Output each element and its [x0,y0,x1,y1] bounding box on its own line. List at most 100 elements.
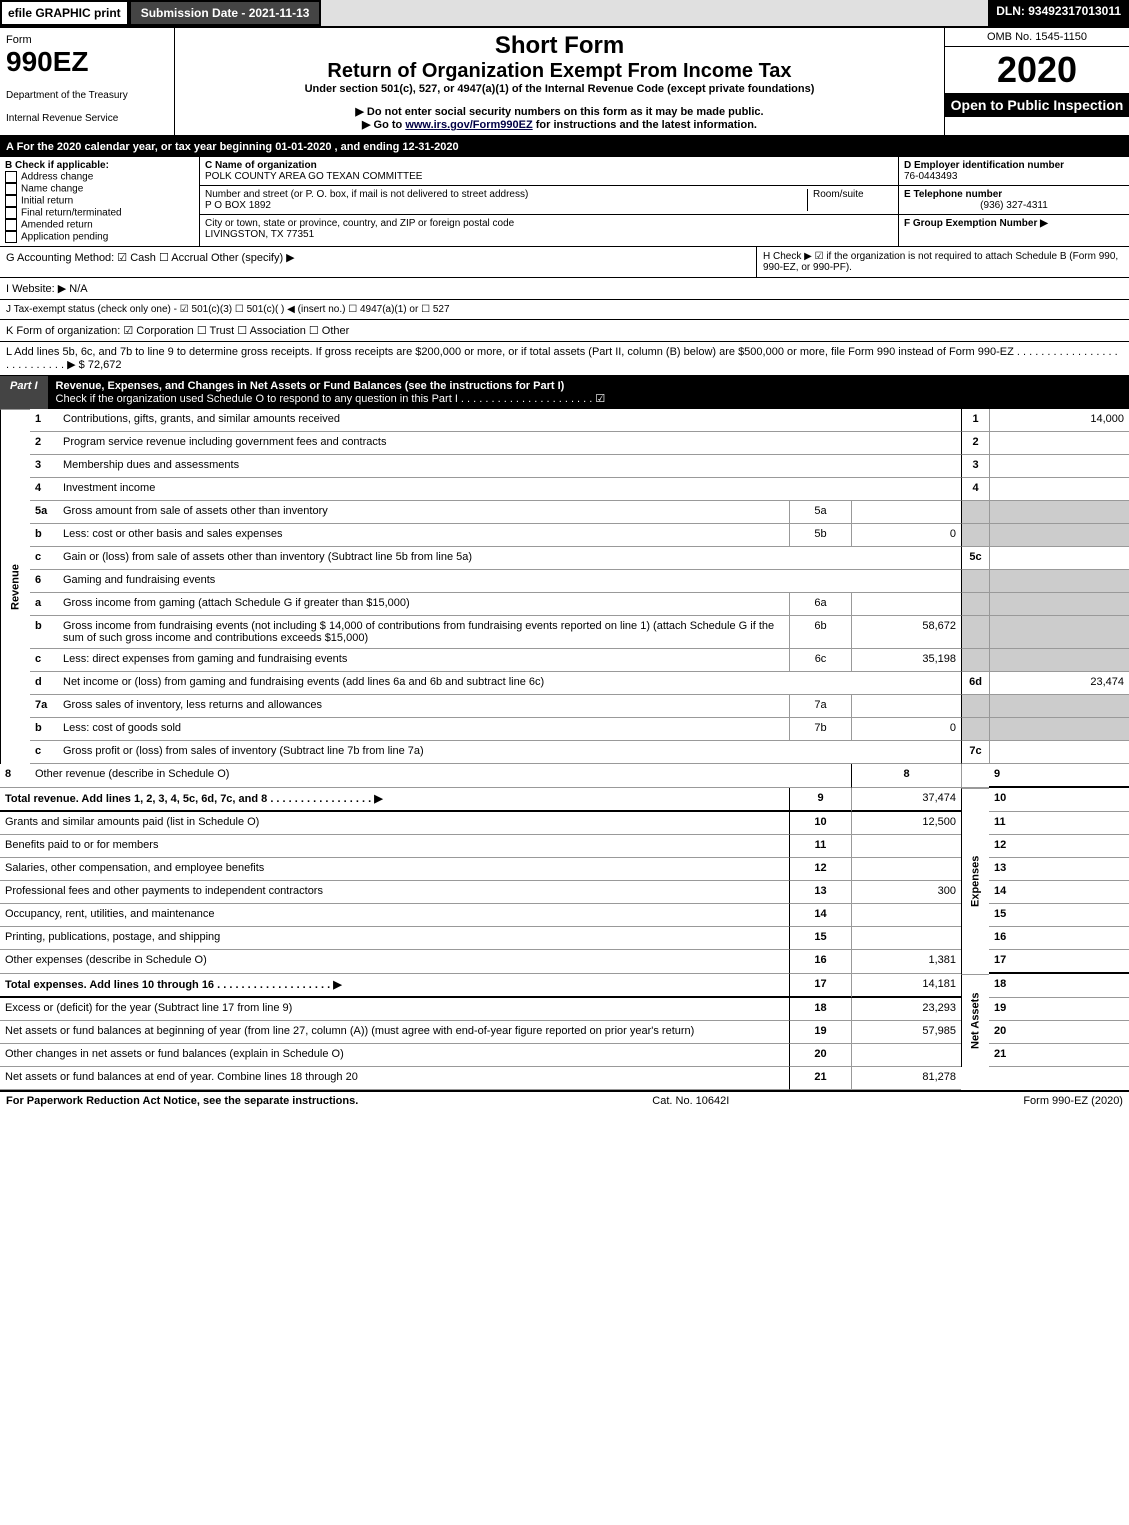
ln6a-num: a [30,593,58,616]
ln16-desc: Other expenses (describe in Schedule O) [0,950,789,974]
ln7c-desc: Gross profit or (loss) from sales of inv… [58,741,961,764]
org-name: POLK COUNTY AREA GO TEXAN COMMITTEE [205,171,893,182]
ln7b-minival: 0 [851,718,961,741]
row-g-accounting: G Accounting Method: ☑ Cash ☐ Accrual Ot… [0,247,756,277]
side-label-expenses: Expenses [961,788,989,974]
cb-amended-return[interactable] [5,219,17,231]
side-label-netassets: Net Assets [961,974,989,1067]
ln12-num: 12 [989,835,1129,858]
topbar: efile GRAPHIC print Submission Date - 20… [0,0,1129,28]
ln5c-num: c [30,547,58,570]
efile-print-button[interactable]: efile GRAPHIC print [0,0,129,26]
ln15-val [851,927,961,950]
ln5b-desc: Less: cost or other basis and sales expe… [58,524,789,547]
title-short-form: Short Form [183,32,936,60]
ln14-val [851,904,961,927]
ln21-val: 81,278 [851,1067,961,1090]
ln10-desc: Grants and similar amounts paid (list in… [0,812,789,835]
box-b-label: B Check if applicable: [5,160,194,171]
cb-initial-return[interactable] [5,195,17,207]
ln20-num: 20 [989,1021,1129,1044]
ln7a-miniref: 7a [789,695,851,718]
ln5c-val [989,547,1129,570]
ln18-num: 18 [989,974,1129,998]
cb-name-change[interactable] [5,183,17,195]
form-number: 990EZ [6,46,168,78]
ln12-val [851,858,961,881]
ln17-desc: Total expenses. Add lines 10 through 16 … [0,974,789,998]
omb-number: OMB No. 1545-1150 [945,28,1129,47]
ln18-desc: Excess or (deficit) for the year (Subtra… [0,998,789,1021]
ln1-desc: Contributions, gifts, grants, and simila… [58,409,961,432]
submission-date-button[interactable]: Submission Date - 2021-11-13 [129,0,322,26]
telephone-label: E Telephone number [904,189,1124,200]
ln7c-num: c [30,741,58,764]
street-value: P O BOX 1892 [205,200,807,211]
ln17-val: 14,181 [851,974,961,998]
ln6a-miniref: 6a [789,593,851,616]
ln6-desc: Gaming and fundraising events [58,570,961,593]
org-info-section: B Check if applicable: Address change Na… [0,157,1129,247]
ln6b-desc: Gross income from fundraising events (no… [58,616,789,649]
ln9-ref: 9 [789,788,851,812]
ln6b-num: b [30,616,58,649]
ln16-val: 1,381 [851,950,961,974]
side-label-revenue: Revenue [0,409,30,764]
ln15-ref: 15 [789,927,851,950]
ln9-desc: Total revenue. Add lines 1, 2, 3, 4, 5c,… [0,788,789,812]
ln8-desc: Other revenue (describe in Schedule O) [30,764,851,788]
ln5c-ref: 5c [961,547,989,570]
ln7b-desc: Less: cost of goods sold [58,718,789,741]
ln19-num: 19 [989,998,1129,1021]
ln11-val [851,835,961,858]
ln6b-miniref: 6b [789,616,851,649]
ein-value: 76-0443493 [904,171,1124,182]
tax-year: 2020 [945,47,1129,93]
ln3-val [989,455,1129,478]
ln15-desc: Printing, publications, postage, and shi… [0,927,789,950]
ln3-desc: Membership dues and assessments [58,455,961,478]
gross-receipts-amount: 72,672 [88,359,122,371]
bullet-ssn-warning: ▶ Do not enter social security numbers o… [183,105,936,118]
group-exemption-label: F Group Exemption Number ▶ [904,218,1124,229]
ln19-desc: Net assets or fund balances at beginning… [0,1021,789,1044]
ln2-num: 2 [30,432,58,455]
cb-application-pending[interactable] [5,231,17,243]
ln13-num: 13 [989,858,1129,881]
row-j-tax-exempt: J Tax-exempt status (check only one) - ☑… [0,300,1129,320]
ln1-val: 14,000 [989,409,1129,432]
row-h-schedule-b: H Check ▶ ☑ if the organization is not r… [756,247,1129,277]
ln16-num: 16 [989,927,1129,950]
ln10-num: 10 [989,788,1129,812]
box-c-name-label: C Name of organization [205,160,893,171]
ln7c-ref: 7c [961,741,989,764]
ln10-val: 12,500 [851,812,961,835]
footer-form: Form 990-EZ (2020) [1023,1095,1123,1107]
ln5c-desc: Gain or (loss) from sale of assets other… [58,547,961,570]
ln13-desc: Professional fees and other payments to … [0,881,789,904]
ln6c-minival: 35,198 [851,649,961,672]
cb-address-change[interactable] [5,171,17,183]
cb-final-return[interactable] [5,207,17,219]
ln16-ref: 16 [789,950,851,974]
city-value: LIVINGSTON, TX 77351 [205,229,893,240]
irs-link[interactable]: www.irs.gov/Form990EZ [405,119,532,131]
ln21-num: 21 [989,1044,1129,1067]
open-public-inspection: Open to Public Inspection [945,93,1129,117]
irs-label: Internal Revenue Service [6,113,168,124]
footer-paperwork: For Paperwork Reduction Act Notice, see … [6,1095,358,1107]
ln19-ref: 19 [789,1021,851,1044]
ln20-ref: 20 [789,1044,851,1067]
telephone-value: (936) 327-4311 [904,200,1124,211]
ln3-num: 3 [30,455,58,478]
ln6b-minival: 58,672 [851,616,961,649]
ln6c-num: c [30,649,58,672]
part-1-header: Part I Revenue, Expenses, and Changes in… [0,376,1129,409]
ln14-desc: Occupancy, rent, utilities, and maintena… [0,904,789,927]
ln13-val: 300 [851,881,961,904]
city-label: City or town, state or province, country… [205,218,893,229]
ln15-num: 15 [989,904,1129,927]
street-label: Number and street (or P. O. box, if mail… [205,189,807,200]
ln5a-num: 5a [30,501,58,524]
part-1-table: Revenue 1 Contributions, gifts, grants, … [0,409,1129,1090]
